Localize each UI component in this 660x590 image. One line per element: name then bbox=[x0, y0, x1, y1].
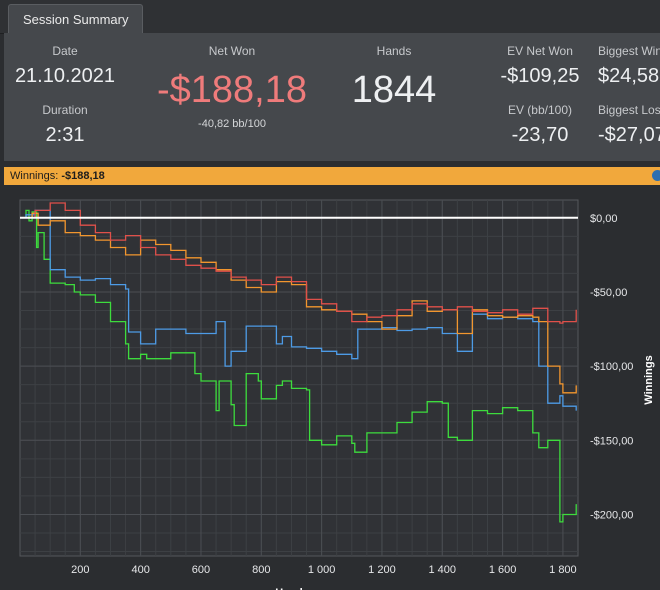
biggest-win-label: Biggest Win bbox=[598, 44, 660, 58]
winnings-value: -$188,18 bbox=[61, 170, 105, 182]
biggest-win-value: $24,58 bbox=[598, 65, 660, 87]
y-tick-label: -$100,00 bbox=[590, 361, 633, 373]
ev-bb-value: -23,70 bbox=[511, 124, 569, 146]
winnings-legend: Winnings: -$188,18 bbox=[10, 167, 105, 185]
legend-dot-icon[interactable] bbox=[652, 170, 660, 181]
tab-session-summary[interactable]: Session Summary bbox=[8, 4, 144, 34]
summary-panel: Date 21.10.2021 Duration 2:31 Net Won -$… bbox=[4, 33, 660, 161]
x-axis-label: Hands bbox=[275, 587, 309, 590]
biggest-loss-value: -$27,07 bbox=[598, 124, 660, 146]
plot-area bbox=[19, 199, 579, 557]
y-tick-label: -$50,00 bbox=[590, 287, 627, 299]
biggest-loss-label: Biggest Loss bbox=[598, 103, 660, 117]
winnings-label: Winnings: bbox=[10, 170, 59, 182]
y-tick-label: -$200,00 bbox=[590, 509, 633, 521]
date-value: 21.10.2021 bbox=[14, 65, 116, 87]
x-tick-label: 1 200 bbox=[368, 564, 396, 576]
x-tick-label: 800 bbox=[252, 564, 270, 576]
x-tick-label: 600 bbox=[192, 564, 210, 576]
series-line-3 bbox=[20, 202, 577, 324]
net-won-value: -$188,18 bbox=[156, 69, 307, 111]
ev-net-won-label: EV Net Won bbox=[507, 44, 573, 58]
duration-value: 2:31 bbox=[45, 124, 85, 146]
tab-bar: Session Summary bbox=[0, 0, 660, 34]
net-won-label: Net Won bbox=[208, 44, 256, 58]
y-tick-label: $0,00 bbox=[590, 213, 618, 225]
x-tick-label: 200 bbox=[71, 564, 89, 576]
y-tick-label: -$150,00 bbox=[590, 435, 633, 447]
ev-bb-label: EV (bb/100) bbox=[507, 103, 573, 117]
net-won-bb: -40,82 bb/100 bbox=[198, 118, 266, 130]
y-axis-label: Winnings bbox=[643, 355, 655, 404]
x-tick-label: 1 400 bbox=[429, 564, 457, 576]
winnings-bar: Winnings: -$188,18 bbox=[4, 167, 660, 185]
series-line-2 bbox=[20, 212, 577, 394]
hands-value: 1844 bbox=[351, 69, 437, 111]
x-tick-label: 400 bbox=[131, 564, 149, 576]
x-tick-label: 1 600 bbox=[489, 564, 517, 576]
series-line-0 bbox=[20, 209, 577, 523]
hands-label: Hands bbox=[376, 44, 412, 58]
ev-net-won-value: -$109,25 bbox=[500, 65, 580, 87]
duration-label: Duration bbox=[42, 103, 88, 117]
x-tick-label: 1 000 bbox=[308, 564, 336, 576]
x-tick-label: 1 800 bbox=[549, 564, 577, 576]
date-label: Date bbox=[52, 44, 78, 58]
